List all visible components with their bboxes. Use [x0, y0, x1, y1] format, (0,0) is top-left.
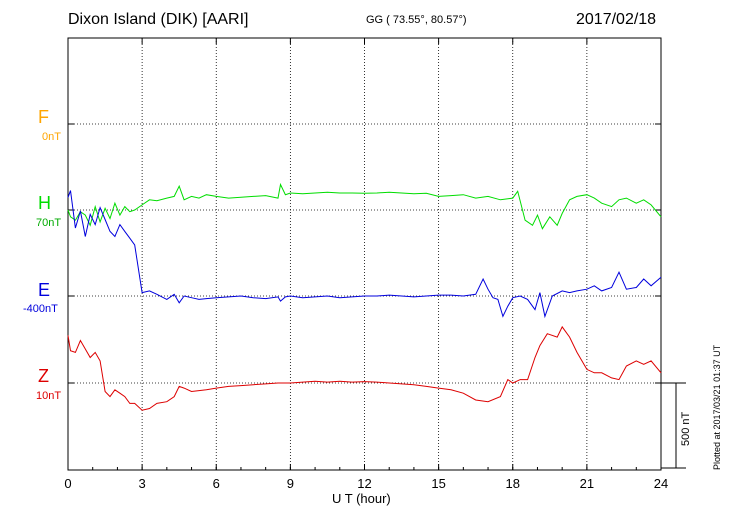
series-line-z [67, 325, 662, 411]
series-baseline-z: 10nT [36, 390, 62, 402]
chart-title: Dixon Island (DIK) [AARI] [68, 11, 249, 28]
x-tick-label: 12 [357, 476, 371, 491]
x-tick-label: 3 [139, 476, 146, 491]
series-label-e: E [38, 280, 51, 300]
series-label-z: Z [38, 366, 49, 386]
series-baseline-h: 70nT [36, 217, 62, 229]
x-tick-label: 18 [506, 476, 520, 491]
x-tick-label: 0 [64, 476, 71, 491]
series-line-e [67, 190, 662, 319]
series-baseline-f: 0nT [42, 131, 61, 143]
series-baseline-e: -400nT [23, 303, 58, 315]
x-tick-label: 24 [654, 476, 668, 491]
series-label-h: H [38, 193, 51, 213]
scale-bar-label: 500 nT [680, 411, 692, 446]
series-label-f: F [38, 107, 49, 127]
station-coordinates: GG ( 73.55°, 80.57°) [366, 14, 467, 26]
plotted-timestamp: Plotted at 2017/03/21 01:37 UT [712, 344, 722, 470]
chart-date: 2017/02/18 [576, 11, 657, 28]
x-tick-label: 9 [287, 476, 294, 491]
x-tick-label: 15 [431, 476, 445, 491]
x-tick-label: 21 [580, 476, 594, 491]
x-tick-label: 6 [213, 476, 220, 491]
x-axis-label: U T (hour) [332, 491, 391, 506]
series-line-h [67, 182, 662, 230]
